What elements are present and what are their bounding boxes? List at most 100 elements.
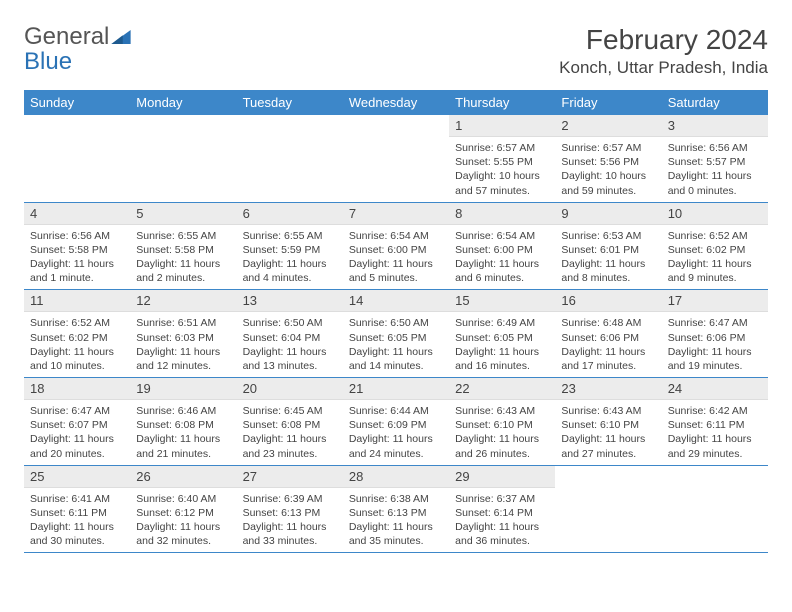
month-title: February 2024 bbox=[559, 24, 768, 56]
day-number: 15 bbox=[449, 290, 555, 312]
sunrise-text: Sunrise: 6:53 AM bbox=[561, 229, 655, 243]
calendar-cell: 14Sunrise: 6:50 AMSunset: 6:05 PMDayligh… bbox=[343, 290, 449, 377]
day-number: 23 bbox=[555, 378, 661, 400]
sunrise-text: Sunrise: 6:56 AM bbox=[30, 229, 124, 243]
daylight-text: Daylight: 11 hours and 9 minutes. bbox=[668, 257, 762, 285]
day-body: Sunrise: 6:43 AMSunset: 6:10 PMDaylight:… bbox=[555, 400, 661, 465]
calendar-cell: 21Sunrise: 6:44 AMSunset: 6:09 PMDayligh… bbox=[343, 378, 449, 465]
daylight-text: Daylight: 11 hours and 16 minutes. bbox=[455, 345, 549, 373]
sunrise-text: Sunrise: 6:47 AM bbox=[668, 316, 762, 330]
sunset-text: Sunset: 6:13 PM bbox=[243, 506, 337, 520]
calendar-cell bbox=[662, 466, 768, 553]
sunrise-text: Sunrise: 6:46 AM bbox=[136, 404, 230, 418]
day-number: 4 bbox=[24, 203, 130, 225]
sunset-text: Sunset: 6:00 PM bbox=[455, 243, 549, 257]
calendar-cell: 12Sunrise: 6:51 AMSunset: 6:03 PMDayligh… bbox=[130, 290, 236, 377]
day-body: Sunrise: 6:41 AMSunset: 6:11 PMDaylight:… bbox=[24, 488, 130, 553]
daylight-text: Daylight: 11 hours and 29 minutes. bbox=[668, 432, 762, 460]
calendar-cell: 17Sunrise: 6:47 AMSunset: 6:06 PMDayligh… bbox=[662, 290, 768, 377]
day-number: 20 bbox=[237, 378, 343, 400]
day-number: 25 bbox=[24, 466, 130, 488]
header: GeneralBlue February 2024 Konch, Uttar P… bbox=[24, 24, 768, 78]
sunrise-text: Sunrise: 6:56 AM bbox=[668, 141, 762, 155]
sunrise-text: Sunrise: 6:38 AM bbox=[349, 492, 443, 506]
calendar-cell: 26Sunrise: 6:40 AMSunset: 6:12 PMDayligh… bbox=[130, 466, 236, 553]
day-number: 11 bbox=[24, 290, 130, 312]
sunset-text: Sunset: 6:10 PM bbox=[455, 418, 549, 432]
calendar-cell: 11Sunrise: 6:52 AMSunset: 6:02 PMDayligh… bbox=[24, 290, 130, 377]
day-number: 17 bbox=[662, 290, 768, 312]
day-body: Sunrise: 6:54 AMSunset: 6:00 PMDaylight:… bbox=[449, 225, 555, 290]
sunrise-text: Sunrise: 6:50 AM bbox=[349, 316, 443, 330]
day-body: Sunrise: 6:48 AMSunset: 6:06 PMDaylight:… bbox=[555, 312, 661, 377]
sunset-text: Sunset: 6:05 PM bbox=[349, 331, 443, 345]
day-body: Sunrise: 6:49 AMSunset: 6:05 PMDaylight:… bbox=[449, 312, 555, 377]
day-header-thu: Thursday bbox=[449, 90, 555, 115]
calendar-cell: 13Sunrise: 6:50 AMSunset: 6:04 PMDayligh… bbox=[237, 290, 343, 377]
calendar-cell: 25Sunrise: 6:41 AMSunset: 6:11 PMDayligh… bbox=[24, 466, 130, 553]
day-body: Sunrise: 6:47 AMSunset: 6:07 PMDaylight:… bbox=[24, 400, 130, 465]
day-body: Sunrise: 6:50 AMSunset: 6:05 PMDaylight:… bbox=[343, 312, 449, 377]
daylight-text: Daylight: 10 hours and 57 minutes. bbox=[455, 169, 549, 197]
day-number: 1 bbox=[449, 115, 555, 137]
sunset-text: Sunset: 6:02 PM bbox=[30, 331, 124, 345]
day-number: 19 bbox=[130, 378, 236, 400]
day-number: 24 bbox=[662, 378, 768, 400]
daylight-text: Daylight: 11 hours and 33 minutes. bbox=[243, 520, 337, 548]
location: Konch, Uttar Pradesh, India bbox=[559, 58, 768, 78]
daylight-text: Daylight: 11 hours and 2 minutes. bbox=[136, 257, 230, 285]
day-header-sat: Saturday bbox=[662, 90, 768, 115]
sunrise-text: Sunrise: 6:40 AM bbox=[136, 492, 230, 506]
calendar-cell: 16Sunrise: 6:48 AMSunset: 6:06 PMDayligh… bbox=[555, 290, 661, 377]
day-body: Sunrise: 6:39 AMSunset: 6:13 PMDaylight:… bbox=[237, 488, 343, 553]
daylight-text: Daylight: 11 hours and 27 minutes. bbox=[561, 432, 655, 460]
daylight-text: Daylight: 11 hours and 0 minutes. bbox=[668, 169, 762, 197]
day-header-wed: Wednesday bbox=[343, 90, 449, 115]
day-header-mon: Monday bbox=[130, 90, 236, 115]
calendar-cell bbox=[343, 115, 449, 202]
sunset-text: Sunset: 6:09 PM bbox=[349, 418, 443, 432]
calendar-cell: 18Sunrise: 6:47 AMSunset: 6:07 PMDayligh… bbox=[24, 378, 130, 465]
calendar-cell bbox=[130, 115, 236, 202]
sunrise-text: Sunrise: 6:42 AM bbox=[668, 404, 762, 418]
calendar-cell: 22Sunrise: 6:43 AMSunset: 6:10 PMDayligh… bbox=[449, 378, 555, 465]
daylight-text: Daylight: 11 hours and 32 minutes. bbox=[136, 520, 230, 548]
day-body: Sunrise: 6:51 AMSunset: 6:03 PMDaylight:… bbox=[130, 312, 236, 377]
day-body: Sunrise: 6:56 AMSunset: 5:58 PMDaylight:… bbox=[24, 225, 130, 290]
day-body: Sunrise: 6:55 AMSunset: 5:59 PMDaylight:… bbox=[237, 225, 343, 290]
calendar-cell: 4Sunrise: 6:56 AMSunset: 5:58 PMDaylight… bbox=[24, 203, 130, 290]
title-block: February 2024 Konch, Uttar Pradesh, Indi… bbox=[559, 24, 768, 78]
daylight-text: Daylight: 11 hours and 20 minutes. bbox=[30, 432, 124, 460]
day-number: 2 bbox=[555, 115, 661, 137]
day-body: Sunrise: 6:40 AMSunset: 6:12 PMDaylight:… bbox=[130, 488, 236, 553]
daylight-text: Daylight: 11 hours and 24 minutes. bbox=[349, 432, 443, 460]
sunset-text: Sunset: 6:11 PM bbox=[668, 418, 762, 432]
sunset-text: Sunset: 5:59 PM bbox=[243, 243, 337, 257]
day-body: Sunrise: 6:55 AMSunset: 5:58 PMDaylight:… bbox=[130, 225, 236, 290]
calendar-cell: 3Sunrise: 6:56 AMSunset: 5:57 PMDaylight… bbox=[662, 115, 768, 202]
daylight-text: Daylight: 11 hours and 10 minutes. bbox=[30, 345, 124, 373]
day-number: 22 bbox=[449, 378, 555, 400]
sunrise-text: Sunrise: 6:45 AM bbox=[243, 404, 337, 418]
daylight-text: Daylight: 11 hours and 30 minutes. bbox=[30, 520, 124, 548]
calendar-cell: 20Sunrise: 6:45 AMSunset: 6:08 PMDayligh… bbox=[237, 378, 343, 465]
logo-text-blue: Blue bbox=[24, 48, 72, 75]
sunset-text: Sunset: 6:01 PM bbox=[561, 243, 655, 257]
day-body: Sunrise: 6:57 AMSunset: 5:55 PMDaylight:… bbox=[449, 137, 555, 202]
sunset-text: Sunset: 5:58 PM bbox=[30, 243, 124, 257]
sunset-text: Sunset: 6:03 PM bbox=[136, 331, 230, 345]
daylight-text: Daylight: 11 hours and 5 minutes. bbox=[349, 257, 443, 285]
sunset-text: Sunset: 6:07 PM bbox=[30, 418, 124, 432]
calendar-cell: 8Sunrise: 6:54 AMSunset: 6:00 PMDaylight… bbox=[449, 203, 555, 290]
week-row: 4Sunrise: 6:56 AMSunset: 5:58 PMDaylight… bbox=[24, 203, 768, 291]
day-body: Sunrise: 6:53 AMSunset: 6:01 PMDaylight:… bbox=[555, 225, 661, 290]
sunset-text: Sunset: 6:13 PM bbox=[349, 506, 443, 520]
calendar-cell: 9Sunrise: 6:53 AMSunset: 6:01 PMDaylight… bbox=[555, 203, 661, 290]
day-header-fri: Friday bbox=[555, 90, 661, 115]
sunset-text: Sunset: 6:08 PM bbox=[243, 418, 337, 432]
day-number: 9 bbox=[555, 203, 661, 225]
daylight-text: Daylight: 11 hours and 12 minutes. bbox=[136, 345, 230, 373]
sunrise-text: Sunrise: 6:50 AM bbox=[243, 316, 337, 330]
day-header-sun: Sunday bbox=[24, 90, 130, 115]
sunrise-text: Sunrise: 6:37 AM bbox=[455, 492, 549, 506]
